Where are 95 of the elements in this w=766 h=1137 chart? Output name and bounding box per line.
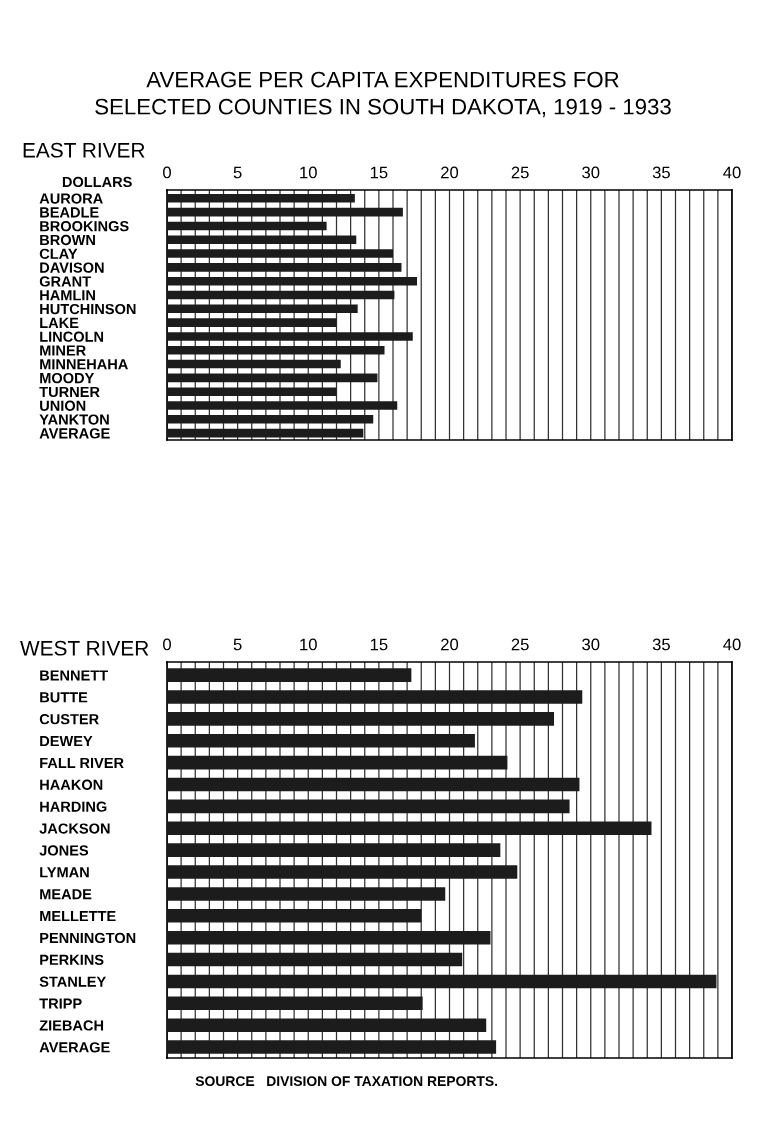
x-tick-label: 20 <box>441 638 459 651</box>
y-tick-label: GRANT <box>39 276 91 287</box>
y-tick-label: PENNINGTON <box>40 932 136 944</box>
bar <box>167 996 423 1011</box>
y-tick-label: JACKSON <box>39 823 110 834</box>
bar <box>167 755 508 770</box>
bar <box>167 952 463 967</box>
y-tick-label: PERKINS <box>40 954 104 965</box>
x-tick-label: 10 <box>300 166 317 179</box>
bar <box>167 690 583 704</box>
y-tick-label: UNION <box>40 400 86 411</box>
bar <box>167 428 364 438</box>
bar <box>167 887 446 901</box>
y-tick-label: AVERAGE <box>39 1042 110 1053</box>
y-tick-label: LINCOLN <box>40 331 104 342</box>
y-tick-label: TURNER <box>39 386 100 398</box>
bar <box>167 415 374 424</box>
x-tick-label: 0 <box>163 638 171 651</box>
x-tick-label: 25 <box>511 166 529 179</box>
bar <box>167 332 413 341</box>
y-tick-label: HUTCHINSON <box>40 303 136 315</box>
bar <box>167 799 570 814</box>
bar <box>167 194 355 203</box>
x-tick-label: 30 <box>582 166 600 179</box>
x-tick-label: 40 <box>723 638 741 651</box>
bar <box>167 930 491 945</box>
x-tick-label: 15 <box>370 166 388 179</box>
y-tick-label: HARDING <box>40 801 107 812</box>
bar <box>167 733 475 748</box>
x-tick-label: 35 <box>652 638 670 651</box>
bar <box>167 387 337 396</box>
bar <box>167 373 378 383</box>
bar <box>167 318 337 327</box>
y-tick-label: HAAKON <box>40 779 103 790</box>
bar <box>167 345 385 355</box>
bar <box>167 235 357 245</box>
bar <box>167 865 518 879</box>
bar <box>167 207 403 217</box>
y-tick-label: DAVISON <box>40 262 104 273</box>
y-tick-label: CLAY <box>39 248 78 259</box>
y-tick-label: BROOKINGS <box>40 221 129 232</box>
y-tick-label: MOODY <box>40 372 95 384</box>
x-tick-label: 30 <box>582 638 600 651</box>
y-tick-label: STANLEY <box>39 976 106 987</box>
x-tick-label: 0 <box>163 166 171 179</box>
y-tick-label: FALL RIVER <box>40 757 124 768</box>
x-tick-label: 15 <box>370 638 388 651</box>
chart-subtitle: EAST RIVER <box>23 142 145 158</box>
y-tick-label: MEADE <box>40 889 92 900</box>
bar <box>167 821 652 836</box>
y-tick-label: HAMLIN <box>40 290 95 301</box>
bar <box>167 712 555 726</box>
bar <box>167 401 398 410</box>
chart-title: AVERAGE PER CAPITA EXPENDITURES FOR SELECTED COUNTIES IN SOUTH DAKOTA, 1919 - 1933 <box>95 71 671 118</box>
y-tick-label: TRIPP <box>39 998 82 1009</box>
bar <box>167 290 395 300</box>
y-tick-label: LAKE <box>40 317 79 328</box>
x-tick-label: 20 <box>441 166 459 179</box>
bar <box>167 1040 497 1054</box>
x-tick-label: 35 <box>652 166 670 179</box>
chart-title: WEST RIVER <box>20 640 149 656</box>
y-tick-label: CUSTER <box>39 713 99 725</box>
bar <box>167 221 327 231</box>
bar <box>167 668 412 682</box>
y-tick-label: DEWEY <box>40 736 93 747</box>
y-tick-label: YANKTON <box>39 414 109 425</box>
y-tick-label: AURORA <box>39 193 103 204</box>
y-tick-label: AVERAGE <box>39 428 110 439</box>
y-tick-label: ZIEBACH <box>39 1020 104 1031</box>
y-tick-label: MELLETTE <box>40 911 116 922</box>
bar <box>167 276 418 286</box>
y-tick-label: LYMAN <box>40 867 89 878</box>
y-tick-label: MINNEHAHA <box>40 359 128 370</box>
bar <box>167 974 717 989</box>
source-note: SOURCE DIVISION OF TAXATION REPORTS. <box>195 1076 498 1087</box>
y-tick-label: JONES <box>39 845 89 856</box>
bar <box>167 249 393 258</box>
y-tick-label: MINER <box>40 345 86 356</box>
x-tick-label: 5 <box>233 166 242 179</box>
x-tick-label: 5 <box>233 638 242 651</box>
x-tick-label: 25 <box>511 638 529 651</box>
bar <box>167 304 358 314</box>
x-axis-title: DOLLARS <box>62 176 132 188</box>
bar <box>167 1018 487 1032</box>
y-tick-label: BROWN <box>40 234 95 246</box>
bar <box>167 777 580 792</box>
y-tick-label: BUTTE <box>40 692 88 703</box>
x-tick-label: 40 <box>723 166 741 179</box>
bar <box>167 909 422 923</box>
y-tick-label: BEADLE <box>40 207 99 218</box>
bar <box>167 359 341 369</box>
bar <box>167 843 501 857</box>
x-tick-label: 10 <box>300 638 317 651</box>
y-tick-label: BENNETT <box>40 670 108 681</box>
bar <box>167 263 402 272</box>
